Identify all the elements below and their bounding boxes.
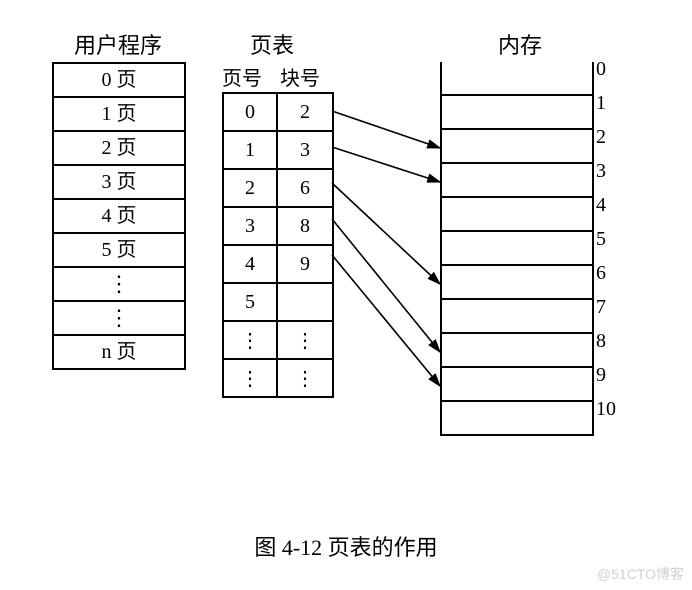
memory-index-label: 7: [596, 296, 606, 319]
memory-index-label: 2: [596, 126, 606, 149]
memory-block: [442, 130, 592, 164]
user-program-row: ⋮: [54, 268, 184, 302]
block-number-cell: 6: [278, 170, 332, 206]
memory-index-label: 8: [596, 330, 606, 353]
memory-block: [442, 402, 592, 436]
memory-block: [442, 334, 592, 368]
page-table-row: 49: [224, 246, 332, 284]
mapping-arrow: [332, 255, 440, 386]
block-number-cell: 8: [278, 208, 332, 244]
memory-index-label: 5: [596, 228, 606, 251]
memory-index-label: 0: [596, 58, 606, 81]
user-program-row: 3 页: [54, 166, 184, 200]
page-table-title: 页表: [250, 28, 294, 60]
page-table-sub-left: 页号: [222, 62, 262, 91]
block-number-cell: 3: [278, 132, 332, 168]
page-table-row: 38: [224, 208, 332, 246]
memory-block: [442, 62, 592, 96]
mapping-arrow: [332, 219, 440, 352]
user-program-row: n 页: [54, 336, 184, 370]
memory-title: 内存: [498, 28, 542, 60]
page-number-cell: ⋮: [224, 360, 278, 396]
page-number-cell: ⋮: [224, 322, 278, 358]
block-number-cell: 9: [278, 246, 332, 282]
user-program-row: 4 页: [54, 200, 184, 234]
page-number-cell: 3: [224, 208, 278, 244]
user-program-row: ⋮: [54, 302, 184, 336]
diagram-container: { "layout": { "width": 692, "height": 59…: [0, 0, 692, 590]
page-number-cell: 2: [224, 170, 278, 206]
watermark: @51CTO博客: [597, 564, 684, 584]
page-number-cell: 5: [224, 284, 278, 320]
page-table-row: ⋮⋮: [224, 360, 332, 398]
figure-caption: 图 4-12 页表的作用: [0, 530, 692, 562]
page-table-sub-right: 块号: [280, 62, 320, 91]
block-number-cell: ⋮: [278, 322, 332, 358]
mapping-arrow: [332, 111, 440, 148]
page-number-cell: 4: [224, 246, 278, 282]
memory-block: [442, 164, 592, 198]
page-table-row: ⋮⋮: [224, 322, 332, 360]
user-program-title: 用户程序: [74, 28, 162, 60]
memory-index-label: 1: [596, 92, 606, 115]
mapping-arrow: [332, 183, 440, 284]
memory-table: [440, 62, 594, 436]
memory-index-label: 4: [596, 194, 606, 217]
page-number-cell: 1: [224, 132, 278, 168]
user-program-row: 1 页: [54, 98, 184, 132]
page-number-cell: 0: [224, 94, 278, 130]
page-table-row: 13: [224, 132, 332, 170]
user-program-row: 5 页: [54, 234, 184, 268]
user-program-row: 0 页: [54, 64, 184, 98]
memory-block: [442, 266, 592, 300]
block-number-cell: 2: [278, 94, 332, 130]
user-program-table: 0 页1 页2 页3 页4 页5 页⋮⋮n 页: [52, 62, 186, 370]
memory-block: [442, 232, 592, 266]
page-table-row: 5: [224, 284, 332, 322]
page-table-row: 02: [224, 94, 332, 132]
memory-block: [442, 368, 592, 402]
block-number-cell: ⋮: [278, 360, 332, 396]
user-program-row: 2 页: [54, 132, 184, 166]
memory-index-label: 3: [596, 160, 606, 183]
memory-block: [442, 300, 592, 334]
memory-index-label: 10: [596, 398, 616, 421]
memory-index-label: 6: [596, 262, 606, 285]
mapping-arrow: [332, 147, 440, 182]
memory-index-label: 9: [596, 364, 606, 387]
memory-block: [442, 96, 592, 130]
block-number-cell: [278, 284, 332, 320]
page-table: 02132638495⋮⋮⋮⋮: [222, 92, 334, 398]
page-table-row: 26: [224, 170, 332, 208]
memory-block: [442, 198, 592, 232]
